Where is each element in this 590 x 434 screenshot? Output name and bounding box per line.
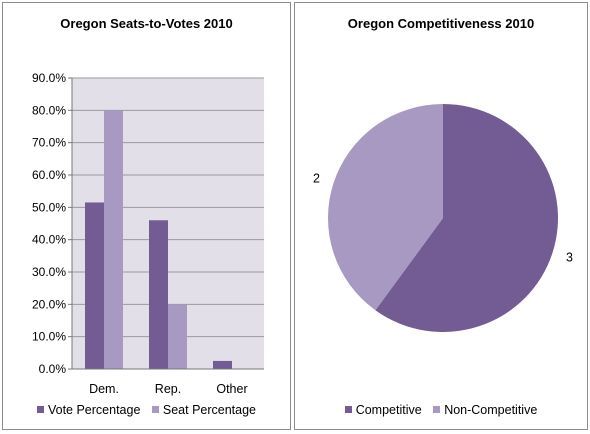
pie-slice-competitive xyxy=(375,104,558,332)
bar-chart-svg: 0.0% 10.0% 20.0% 30.0% 40.0% 50.0% 60.0% 70.0% 8… xyxy=(32,71,264,396)
legend-item-seat-percentage: Seat Percentage xyxy=(151,403,257,417)
legend-item-vote-percentage: Vote Percentage xyxy=(36,403,141,417)
legend-item-competitive: Competitive xyxy=(344,403,422,417)
legend-swatch-competitive xyxy=(344,406,352,413)
bar-vote-percentage xyxy=(213,360,232,369)
pie-chart-legend: Competitive Non-Competitive xyxy=(295,403,587,417)
legend-swatch-vote-percentage xyxy=(36,406,44,413)
bar-vote-percentage xyxy=(85,202,104,369)
legend-label-non-competitive: Non-Competitive xyxy=(444,403,538,417)
x-tick-label: Rep. xyxy=(155,382,181,396)
x-tick-label: Dem. xyxy=(89,382,119,396)
x-tick-label: Other xyxy=(216,382,247,396)
bar-chart-panel: Oregon Seats-to-Votes 2010 0.0% 10.0% 20.0… xyxy=(2,2,291,430)
pie-data-label: 3 xyxy=(566,251,573,265)
y-tick-label: 60.0% xyxy=(32,168,66,182)
pie-chart-title: Oregon Competitiveness 2010 xyxy=(347,16,535,31)
y-tick-label: 10.0% xyxy=(32,330,66,344)
y-tick-label: 50.0% xyxy=(32,200,66,214)
bar-chart-title: Oregon Seats-to-Votes 2010 xyxy=(60,16,233,31)
legend-label-seat-percentage: Seat Percentage xyxy=(162,403,257,417)
bar-chart-legend: Vote Percentage Seat Percentage xyxy=(3,403,290,417)
pie-slice-non-competitive xyxy=(328,104,443,311)
legend-label-competitive: Competitive xyxy=(355,403,422,417)
legend-swatch-seat-percentage xyxy=(151,406,159,413)
y-tick-label: 80.0% xyxy=(32,103,66,117)
y-tick-label: 30.0% xyxy=(32,265,66,279)
y-tick-label: 20.0% xyxy=(32,297,66,311)
bar-seat-percentage xyxy=(104,110,123,369)
bar-seat-percentage xyxy=(168,304,187,369)
y-tick-label: 90.0% xyxy=(32,71,66,85)
legend-swatch-non-competitive xyxy=(433,406,441,413)
bar-vote-percentage xyxy=(149,220,168,369)
y-tick-label: 70.0% xyxy=(32,136,66,150)
y-tick-label: 0.0% xyxy=(39,362,67,376)
y-tick-label: 40.0% xyxy=(32,233,66,247)
pie-data-label: 2 xyxy=(313,171,320,185)
legend-label-vote-percentage: Vote Percentage xyxy=(47,403,141,417)
legend-item-non-competitive: Non-Competitive xyxy=(433,403,537,417)
pie-chart-svg: 32 xyxy=(313,104,573,332)
